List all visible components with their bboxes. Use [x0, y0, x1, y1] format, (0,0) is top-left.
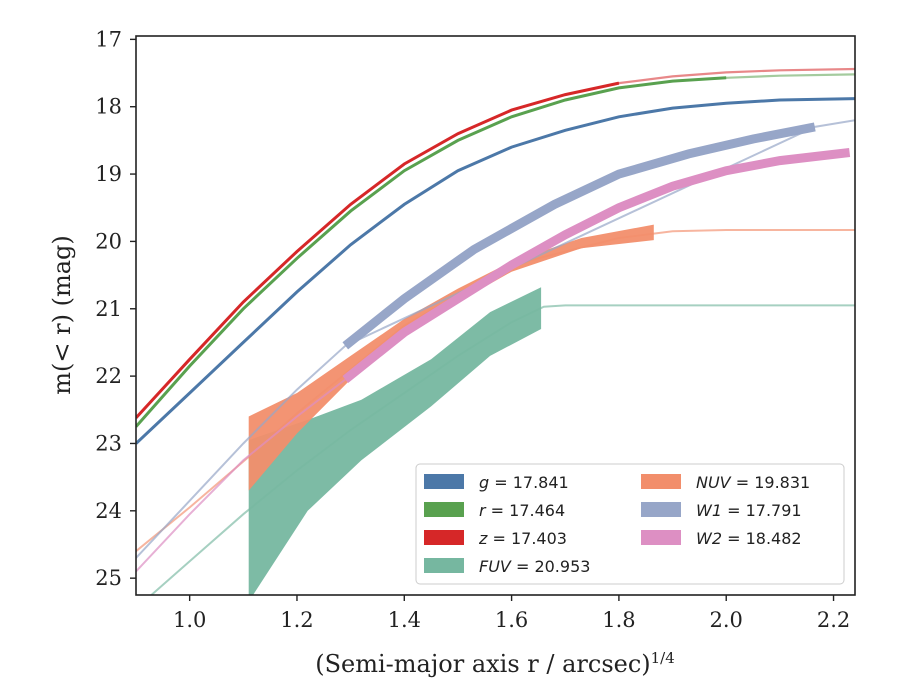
series-z-line	[136, 81, 620, 419]
series-w1-band	[342, 122, 816, 350]
y-tick-label: 18	[95, 95, 122, 119]
legend-swatch-fuv	[424, 558, 464, 573]
y-axis: 17 18 19 20 21 22 23 24 25	[95, 27, 136, 590]
legend-swatch-z	[424, 530, 464, 545]
plot-frame	[135, 35, 856, 596]
legend-label-nuv: NUV = 19.831	[696, 473, 810, 492]
y-tick-label: 17	[95, 27, 122, 51]
x-tick-label: 1.4	[388, 608, 421, 632]
series-r-line	[136, 76, 727, 428]
legend-frame	[415, 463, 845, 585]
legend: g = 17.841 r = 17.464 z = 17.403 FUV = 20.9…	[415, 463, 845, 585]
y-axis-label: m(< r) (mag)	[48, 235, 76, 394]
legend-swatch-r	[424, 502, 464, 517]
legend-swatch-w2	[641, 530, 681, 545]
legend-swatch-w1	[641, 502, 681, 517]
legend-label-r: r = 17.464	[479, 501, 565, 520]
y-tick-label: 19	[95, 162, 122, 186]
x-tick-label: 1.0	[173, 608, 206, 632]
x-tick-label: 2.2	[817, 608, 850, 632]
legend-label-w1: W1 = 17.791	[696, 501, 802, 520]
legend-label-w2: W2 = 18.482	[696, 529, 802, 548]
y-tick-label: 23	[95, 431, 122, 455]
series-g-line	[136, 97, 855, 445]
legend-swatch-nuv	[641, 474, 681, 489]
x-tick-label: 1.2	[280, 608, 313, 632]
series-layer	[136, 67, 855, 595]
series-w2-band	[342, 148, 851, 384]
x-tick-label: 2.0	[710, 608, 743, 632]
x-tick-label: 1.8	[602, 608, 635, 632]
y-tick-label: 24	[95, 499, 122, 523]
legend-label-fuv: FUV = 20.953	[479, 557, 590, 576]
x-axis: 1.0 1.2 1.4 1.6 1.8 2.0 2.2	[173, 595, 850, 632]
y-tick-label: 21	[95, 297, 122, 321]
legend-label-g: g = 17.841	[479, 473, 569, 492]
y-tick-label: 20	[95, 229, 122, 253]
legend-label-z: z = 17.403	[478, 529, 567, 548]
y-tick-label: 22	[95, 364, 122, 388]
series-z-extrapolation	[136, 67, 855, 419]
series-r-extrapolation	[136, 73, 855, 428]
legend-swatch-g	[424, 474, 464, 489]
x-axis-label: (Semi-major axis r / arcsec)1/4	[315, 649, 675, 678]
x-tick-label: 1.6	[495, 608, 528, 632]
y-tick-label: 25	[95, 566, 122, 590]
series-w2-model-line	[136, 378, 346, 573]
series-fuv-band	[248, 287, 542, 595]
